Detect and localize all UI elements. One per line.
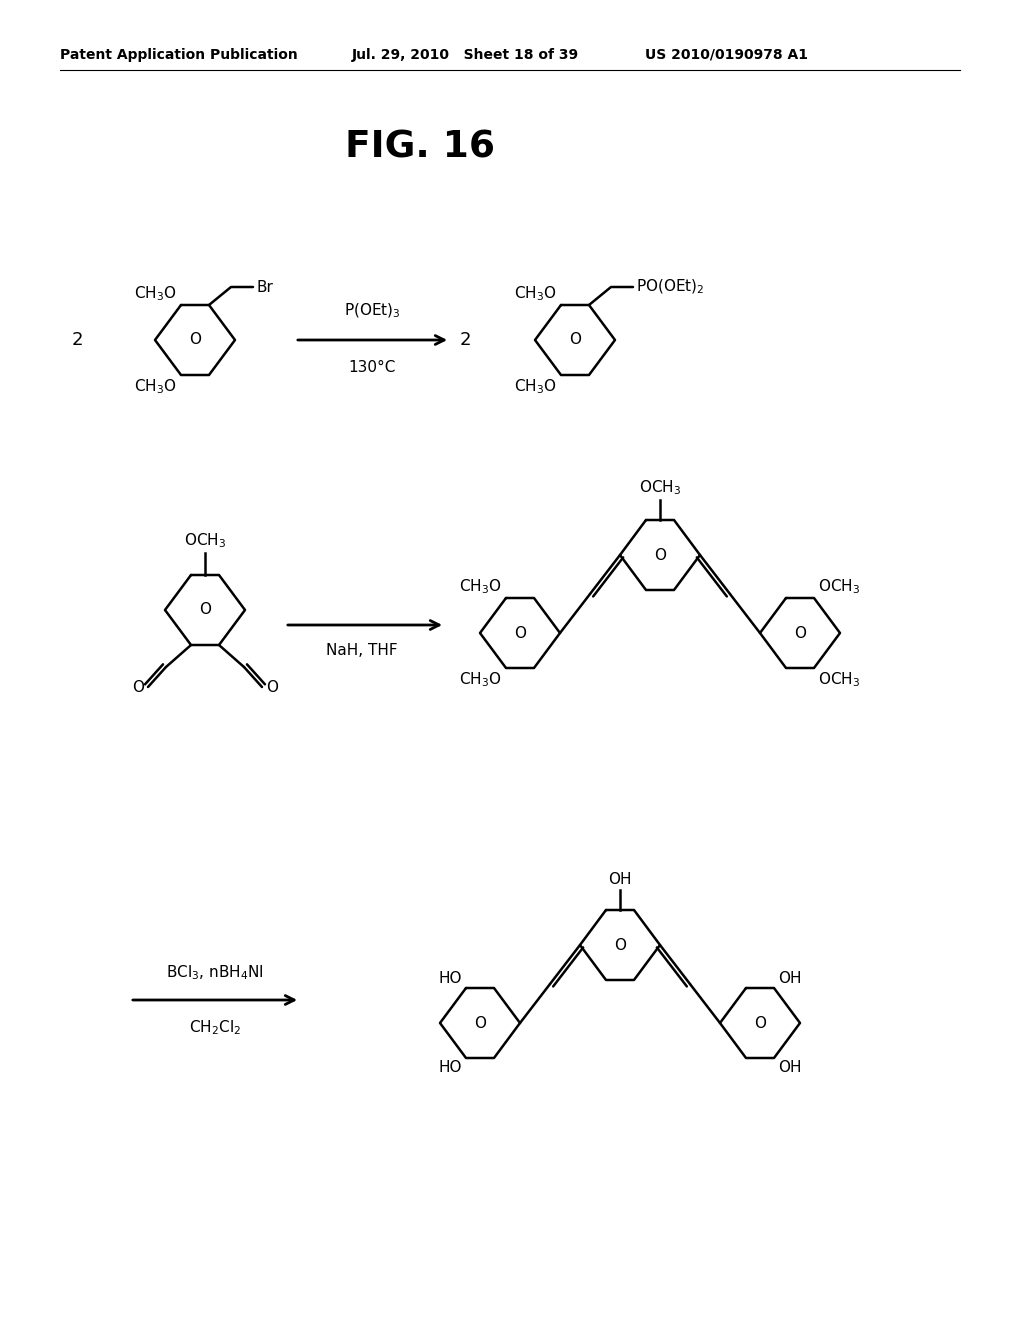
Text: P(OEt)$_3$: P(OEt)$_3$ xyxy=(344,301,400,319)
Text: NaH, THF: NaH, THF xyxy=(327,643,397,657)
Text: OCH$_3$: OCH$_3$ xyxy=(184,531,226,550)
Text: Jul. 29, 2010   Sheet 18 of 39: Jul. 29, 2010 Sheet 18 of 39 xyxy=(352,48,580,62)
Text: O: O xyxy=(614,937,626,953)
Text: PO(OEt)$_2$: PO(OEt)$_2$ xyxy=(636,277,705,296)
Text: OCH$_3$: OCH$_3$ xyxy=(818,577,860,597)
Text: O: O xyxy=(189,333,201,347)
Text: FIG. 16: FIG. 16 xyxy=(345,129,495,166)
Text: CH$_3$O: CH$_3$O xyxy=(514,284,557,304)
Text: Patent Application Publication: Patent Application Publication xyxy=(60,48,298,62)
Text: BCl$_3$, nBH$_4$NI: BCl$_3$, nBH$_4$NI xyxy=(166,964,264,982)
Text: O: O xyxy=(474,1015,486,1031)
Text: O: O xyxy=(654,548,666,562)
Text: 2: 2 xyxy=(460,331,471,348)
Text: O: O xyxy=(199,602,211,618)
Text: CH$_3$O: CH$_3$O xyxy=(460,577,502,597)
Text: 130°C: 130°C xyxy=(348,360,395,375)
Text: O: O xyxy=(514,626,526,640)
Text: CH$_3$O: CH$_3$O xyxy=(460,671,502,689)
Text: HO: HO xyxy=(438,972,462,986)
Text: CH$_2$Cl$_2$: CH$_2$Cl$_2$ xyxy=(188,1018,241,1036)
Text: HO: HO xyxy=(438,1060,462,1074)
Text: CH$_3$O: CH$_3$O xyxy=(134,284,177,304)
Text: O: O xyxy=(569,333,581,347)
Text: OH: OH xyxy=(778,1060,802,1074)
Text: OH: OH xyxy=(608,873,632,887)
Text: O: O xyxy=(132,680,144,694)
Text: OH: OH xyxy=(778,972,802,986)
Text: CH$_3$O: CH$_3$O xyxy=(134,378,177,396)
Text: OCH$_3$: OCH$_3$ xyxy=(818,671,860,689)
Text: US 2010/0190978 A1: US 2010/0190978 A1 xyxy=(645,48,808,62)
Text: CH$_3$O: CH$_3$O xyxy=(514,378,557,396)
Text: OCH$_3$: OCH$_3$ xyxy=(639,478,681,498)
Text: O: O xyxy=(266,680,278,694)
Text: O: O xyxy=(794,626,806,640)
Text: 2: 2 xyxy=(72,331,84,348)
Text: Br: Br xyxy=(256,280,272,294)
Text: O: O xyxy=(754,1015,766,1031)
